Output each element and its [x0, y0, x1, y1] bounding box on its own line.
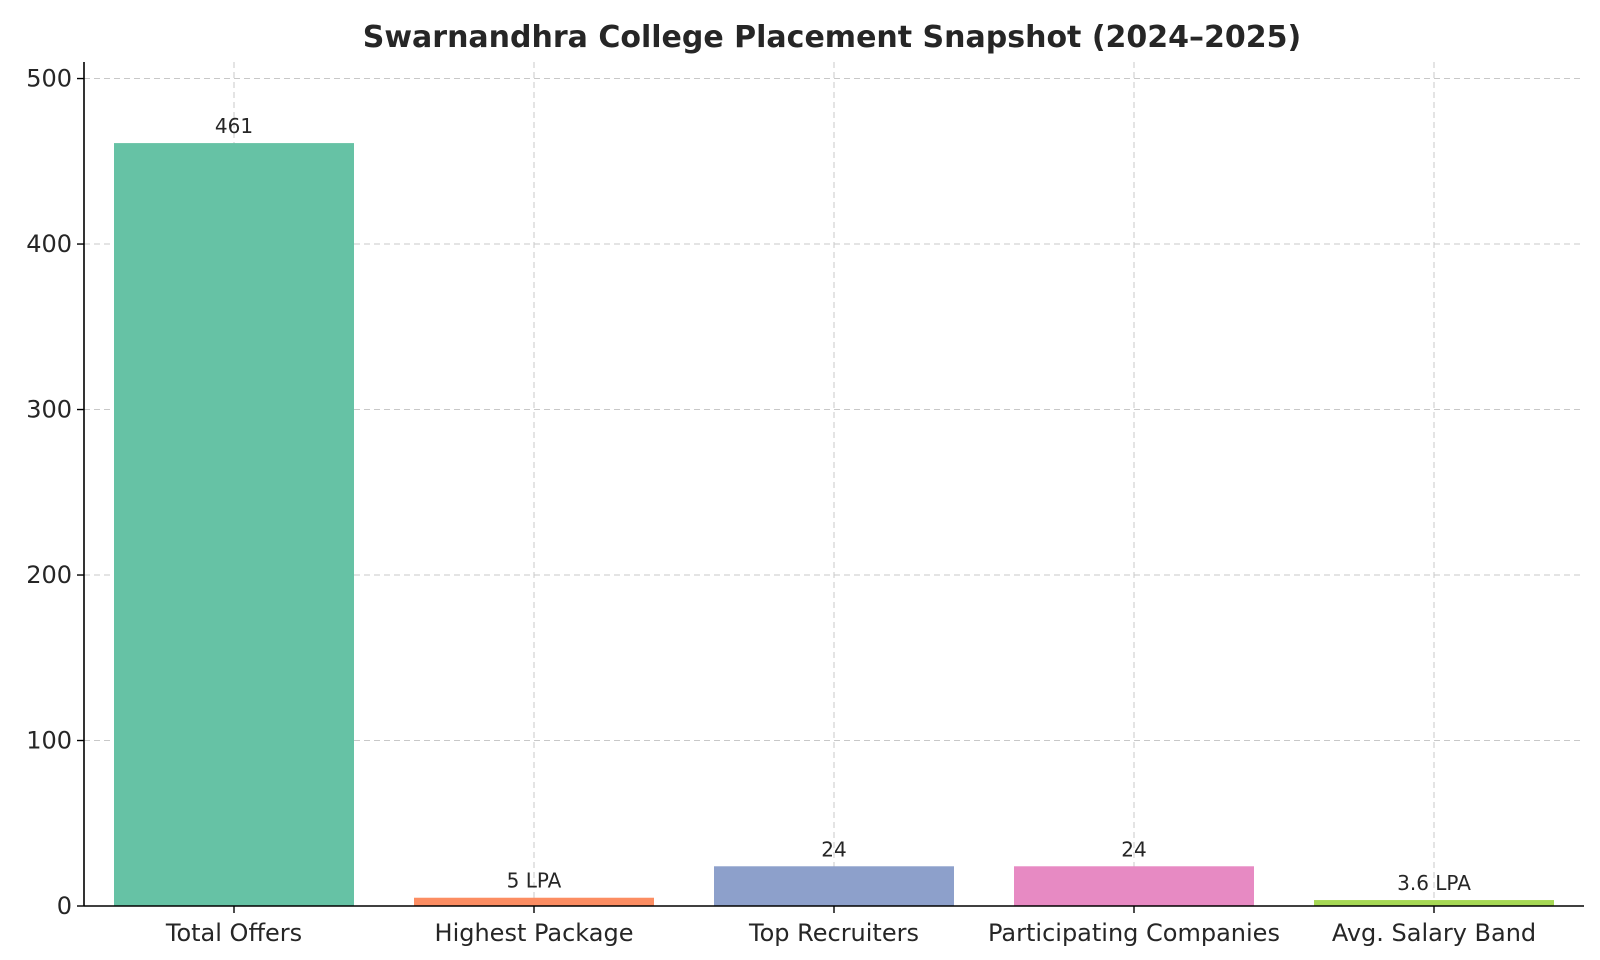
bar-1 [414, 897, 654, 906]
x-tick-label: Total Offers [165, 919, 302, 947]
data-label: 461 [215, 114, 253, 138]
bars [114, 143, 1554, 906]
y-tick-label: 300 [26, 396, 72, 424]
data-label: 24 [821, 837, 846, 861]
bar-0 [114, 143, 354, 906]
labels: 0 100 200 300 400 500 461 5 LPA 24 24 3.6 LPA Total… [26, 65, 1536, 947]
chart-title: Swarnandhra College Placement Snapshot (… [363, 20, 1302, 55]
y-tick-label: 100 [26, 727, 72, 755]
data-label: 5 LPA [507, 869, 562, 893]
axes [77, 62, 1584, 913]
data-label: 3.6 LPA [1397, 871, 1471, 895]
y-tick-label: 500 [26, 65, 72, 93]
y-tick-label: 200 [26, 561, 72, 589]
y-tick-label: 400 [26, 230, 72, 258]
bar-2 [714, 866, 954, 906]
x-tick-label: Avg. Salary Band [1332, 919, 1536, 947]
bar-3 [1014, 866, 1254, 906]
x-tick-label: Highest Package [435, 919, 634, 947]
data-label: 24 [1121, 837, 1146, 861]
bar-4 [1314, 900, 1554, 906]
x-tick-label: Participating Companies [988, 919, 1280, 947]
x-tick-label: Top Recruiters [748, 919, 919, 947]
y-tick-label: 0 [57, 892, 72, 920]
